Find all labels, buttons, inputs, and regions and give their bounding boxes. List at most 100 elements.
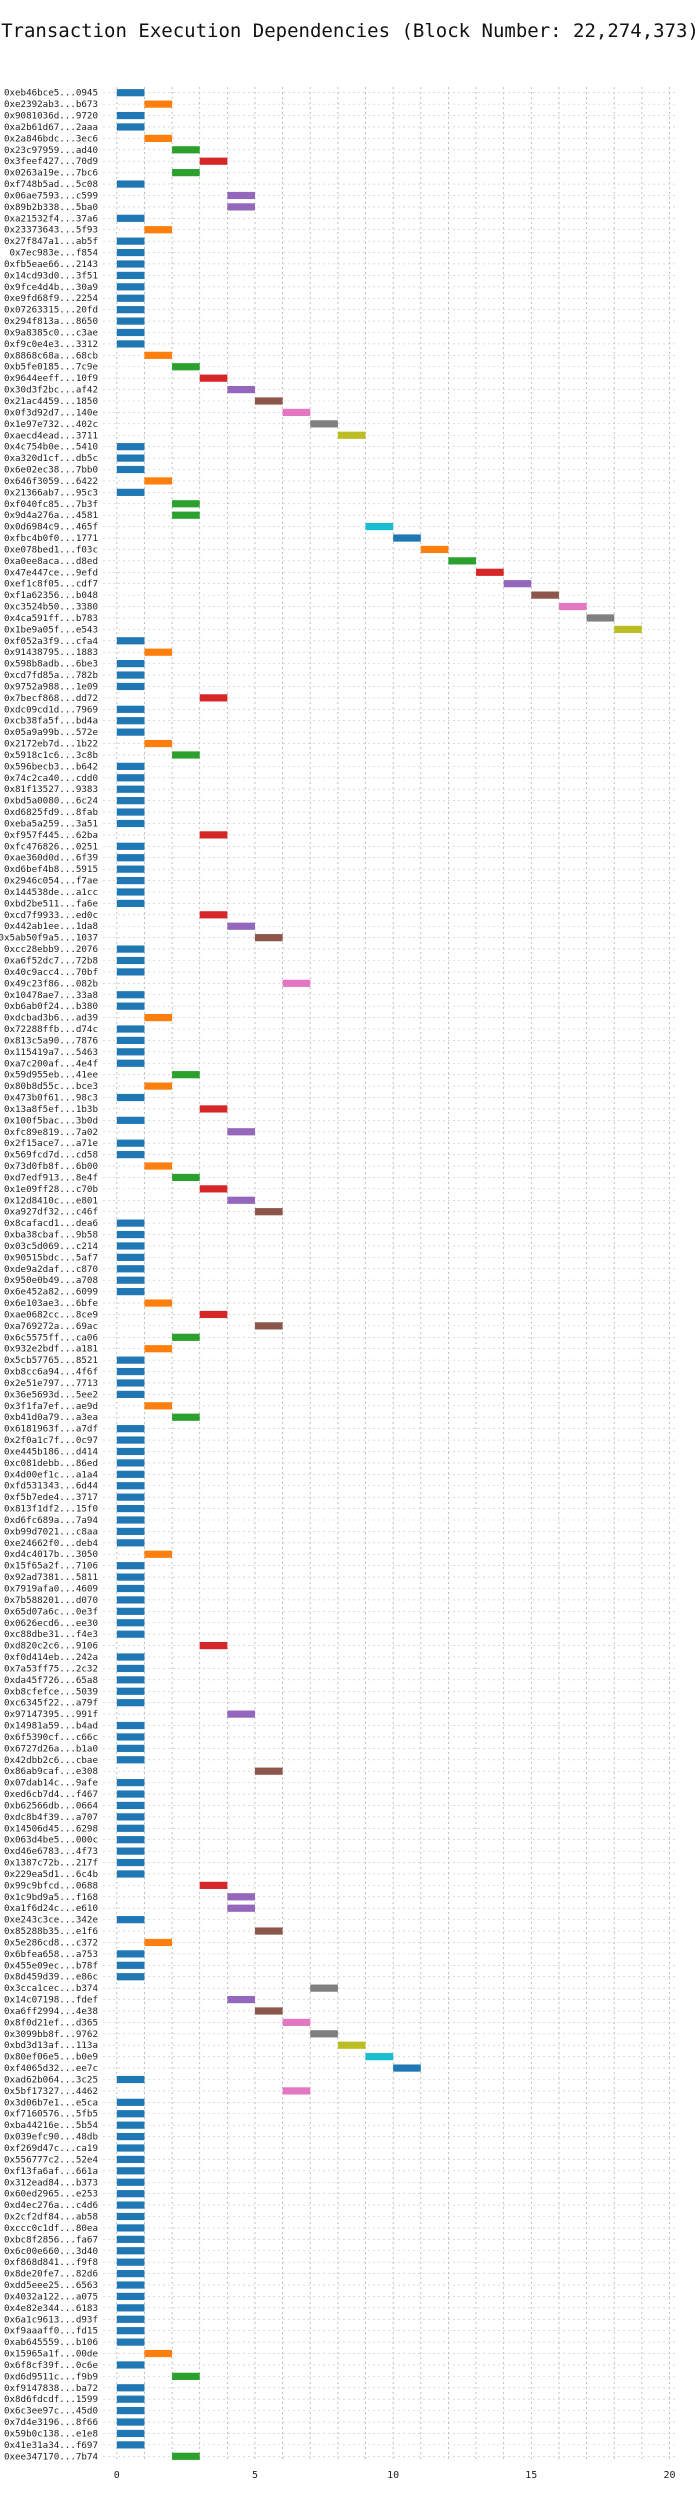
y-tick-label: 0x950e0b49...a708	[4, 1275, 98, 1286]
y-tick-label: 0x27f847a1...ab5f	[4, 236, 98, 247]
y-tick-label: 0xf5b7ede4...3717	[4, 1492, 98, 1503]
y-tick-label: 0xb62566db...0664	[4, 1800, 99, 1811]
task-bar	[116, 2075, 145, 2084]
y-tick-label: 0x6e452a82...6099	[4, 1287, 98, 1298]
y-tick-label: 0xe078bed1...f03c	[4, 544, 98, 555]
task-bar	[227, 385, 255, 394]
task-bar	[116, 1390, 145, 1398]
task-bar	[116, 876, 145, 885]
task-bar	[172, 146, 200, 154]
y-tick-label: 0x81f13527...9383	[4, 784, 98, 795]
task-bar	[116, 214, 145, 222]
y-tick-label: 0xcd7fd85a...782b	[4, 670, 98, 681]
task-bar	[116, 2224, 145, 2232]
task-bar	[116, 1870, 145, 1878]
y-tick-label: 0xf052a3f9...cfa4	[4, 636, 99, 647]
task-bar	[116, 2167, 145, 2175]
task-bar	[116, 637, 145, 645]
y-tick-label: 0xa769272a...69ac	[4, 1321, 98, 1332]
task-bar	[254, 1927, 283, 1935]
y-tick-label: 0xccc0c1df...80ea	[4, 2223, 98, 2234]
task-bar	[116, 1801, 145, 1810]
y-tick-label: 0xfbc4b0f0...1771	[4, 533, 98, 544]
y-tick-label: 0x10478ae7...33a8	[4, 990, 98, 1001]
task-bar	[172, 511, 200, 519]
y-tick-label: 0x9644eeff...10f9	[4, 373, 98, 384]
task-bar	[227, 1710, 255, 1718]
y-tick-label: 0xf868d841...f9f8	[4, 2257, 98, 2268]
task-bar	[337, 431, 366, 439]
task-bar	[254, 934, 283, 942]
task-bar	[116, 1048, 145, 1056]
task-bar	[116, 294, 145, 302]
task-bar	[310, 2030, 338, 2038]
y-tick-label: 0x2e51e797...7713	[4, 1378, 98, 1389]
task-bar	[116, 865, 145, 873]
task-bar	[227, 1128, 255, 1136]
task-bar	[282, 2087, 311, 2095]
y-tick-label: 0x21ac4459...1850	[4, 396, 98, 407]
task-bar	[144, 1013, 173, 1022]
y-tick-label: 0x455e09ec...b78f	[4, 1960, 98, 1971]
task-bar	[116, 2121, 145, 2129]
task-bar	[116, 1813, 145, 1821]
y-tick-label: 0x14c07198...fdef	[4, 1995, 98, 2006]
task-bar	[282, 979, 311, 987]
y-tick-label: 0x813f1df2...15f0	[4, 1504, 98, 1515]
y-tick-label: 0x312ead84...b373	[4, 2177, 98, 2188]
y-tick-label: 0xda45f726...65a8	[4, 1675, 98, 1686]
y-tick-label: 0xfd531343...6d44	[4, 1481, 99, 1492]
y-tick-label: 0x72288ffb...d74c	[4, 1024, 98, 1035]
task-bar	[116, 1116, 145, 1124]
y-tick-label: 0x7ec983e...f854	[9, 248, 98, 259]
y-tick-label: 0x14506d45...6298	[4, 1823, 98, 1834]
y-tick-label: 0x99c9bfcd...0688	[4, 1880, 98, 1891]
y-tick-label: 0x65d07a6c...0e3f	[4, 1606, 98, 1617]
y-tick-label: 0x0f3d92d7...140e	[4, 407, 98, 418]
task-bar	[116, 1847, 145, 1855]
y-tick-label: 0x2172eb7d...1b22	[4, 739, 98, 750]
y-tick-label: 0x3d06b7e1...e5ca	[4, 2097, 98, 2108]
task-bar	[116, 2235, 145, 2243]
task-bar	[116, 1973, 145, 1981]
y-tick-label: 0xa21532f4...37a6	[4, 213, 98, 224]
task-bar	[116, 808, 145, 816]
y-tick-label: 0x14cd93d0...3f51	[4, 270, 98, 281]
x-tick-label: 20	[663, 2470, 675, 2481]
task-bar	[144, 1082, 173, 1090]
y-tick-label: 0x6e103ae3...6bfe	[4, 1298, 98, 1309]
task-bar	[116, 1756, 145, 1764]
task-bar	[448, 557, 477, 565]
y-tick-label: 0x3099bb8f...9762	[4, 2029, 98, 2040]
task-bar	[116, 1219, 145, 1227]
y-tick-label: 0x15965a1f...00de	[4, 2349, 98, 2360]
task-bar	[116, 340, 145, 348]
y-tick-label: 0x4d00ef1c...a1a4	[4, 1469, 99, 1480]
y-tick-label: 0x8d6fdcdf...1599	[4, 2394, 98, 2405]
y-tick-label: 0xab645559...b106	[4, 2337, 98, 2348]
task-bar	[116, 1425, 145, 1433]
y-tick-label: 0x07dab14c...9afe	[4, 1778, 98, 1789]
task-bar	[116, 2258, 145, 2266]
y-tick-label: 0xd820c2c6...9106	[4, 1641, 98, 1652]
y-tick-label: 0xf4065d32...ee7c	[4, 2063, 98, 2074]
task-bar	[116, 2212, 145, 2221]
y-tick-label: 0x596becb3...b642	[4, 761, 98, 772]
y-tick-label: 0x229ea5d1...6c4b	[4, 1869, 98, 1880]
y-tick-label: 0x6f5390cf...c66c	[4, 1732, 98, 1743]
task-bar	[172, 2452, 200, 2460]
y-tick-label: 0x03c5d069...c214	[4, 1241, 99, 1252]
task-bar	[116, 1356, 145, 1364]
y-tick-label: 0x1387c72b...217f	[4, 1858, 98, 1869]
task-bar	[116, 89, 145, 97]
y-tick-label: 0xd7edf913...8e4f	[4, 1172, 98, 1183]
task-bar	[116, 180, 145, 188]
y-tick-label: 0xc6345f22...a79f	[4, 1698, 98, 1709]
task-bar	[116, 271, 145, 280]
y-tick-label: 0x0d6984c9...465f	[4, 522, 98, 533]
task-bar	[116, 1744, 145, 1752]
y-tick-label: 0x4c754b0e...5410	[4, 442, 98, 453]
task-bar	[116, 1436, 145, 1444]
task-bar	[116, 1916, 145, 1924]
x-tick-label: 15	[525, 2470, 537, 2481]
